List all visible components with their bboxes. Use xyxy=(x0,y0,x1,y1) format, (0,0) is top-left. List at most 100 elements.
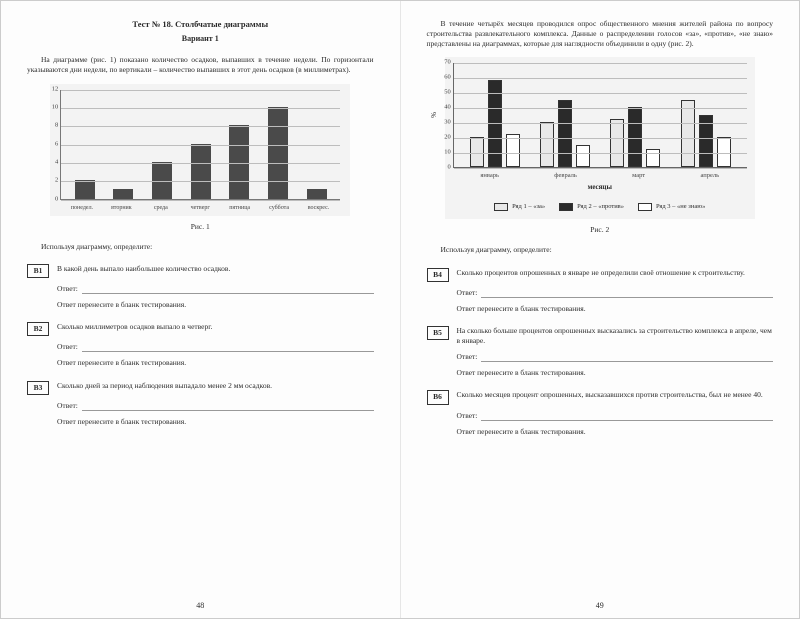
chart2-ytick: 20 xyxy=(444,134,451,143)
chart2: % 010203040506070 январьфевральмартапрел… xyxy=(445,57,755,219)
chart2-ytick: 0 xyxy=(448,164,451,173)
intro-right: В течение четырёх месяцев проводился опр… xyxy=(427,19,774,49)
answer-label: Ответ: xyxy=(457,352,478,362)
question-row: В2 Сколько миллиметров осадков выпало в ч… xyxy=(27,322,374,336)
pagenum-right: 49 xyxy=(401,601,800,612)
answer-line: Ответ: xyxy=(57,284,374,294)
chart2-xlabel: март xyxy=(632,172,645,181)
question-id-box: В2 xyxy=(27,322,49,336)
question-text: Сколько дней за период наблюдения выпада… xyxy=(57,381,374,391)
chart2-group xyxy=(681,100,731,168)
chart1-bar xyxy=(75,180,95,198)
legend-item: Ряд 1 – «за» xyxy=(494,203,545,212)
question-id-box: В3 xyxy=(27,381,49,395)
chart2-ytick: 10 xyxy=(444,149,451,158)
chart2-bar xyxy=(628,107,642,167)
chart1-bar xyxy=(191,144,211,199)
question-row: В6Сколько месяцев процент опрошенных, вы… xyxy=(427,390,774,404)
page-right: В течение четырёх месяцев проводился опр… xyxy=(401,1,800,618)
question-text: На сколько больше процентов опрошенных в… xyxy=(457,326,774,346)
chart1-bar xyxy=(113,189,133,198)
chart1-ytick: 0 xyxy=(55,195,58,204)
chart2-plot: % 010203040506070 xyxy=(453,63,747,168)
answer-rule[interactable] xyxy=(481,290,773,298)
chart1-bar xyxy=(229,125,249,198)
transfer-note: Ответ перенесите в бланк тестирования. xyxy=(457,368,774,378)
question-row: В3 Сколько дней за период наблюдения выпа… xyxy=(27,381,374,395)
chart2-group xyxy=(540,100,590,168)
legend-item: Ряд 3 – «не знаю» xyxy=(638,203,705,212)
chart1-caption: Рис. 1 xyxy=(27,222,374,232)
chart2-bar xyxy=(610,119,624,167)
legend-swatch xyxy=(494,203,508,211)
chart1-ytick: 2 xyxy=(55,177,58,186)
chart2-xlabel: январь xyxy=(480,172,499,181)
answer-rule[interactable] xyxy=(481,413,773,421)
instr-left: Используя диаграмму, определите: xyxy=(27,242,374,252)
question-id-box: В6 xyxy=(427,390,449,404)
transfer-note: Ответ перенесите в бланк тестирования. xyxy=(457,304,774,314)
legend-label: Ряд 1 – «за» xyxy=(512,203,545,212)
chart1: 024681012 понедел.вторниксредачетвергпят… xyxy=(50,84,350,216)
chart2-ytick: 50 xyxy=(444,89,451,98)
chart1-ytick: 12 xyxy=(52,85,59,94)
chart1-xlabel: суббота xyxy=(259,204,298,212)
answer-line: Ответ: xyxy=(57,401,374,411)
page-left: Тест № 18. Столбчатые диаграммы Вариант … xyxy=(1,1,401,618)
chart2-xlabel: апрель xyxy=(700,172,719,181)
transfer-note: Ответ перенесите в бланк тестирования. xyxy=(457,427,774,437)
chart2-bar xyxy=(717,137,731,167)
test-title: Тест № 18. Столбчатые диаграммы xyxy=(27,19,374,30)
question-id-box: В4 xyxy=(427,268,449,282)
answer-rule[interactable] xyxy=(82,403,374,411)
chart2-ytick: 40 xyxy=(444,104,451,113)
answer-line: Ответ: xyxy=(457,352,774,362)
variant-label: Вариант 1 xyxy=(27,34,374,45)
chart1-ytick: 8 xyxy=(55,122,58,131)
pagenum-left: 48 xyxy=(1,601,400,612)
question-text: Сколько миллиметров осадков выпало в чет… xyxy=(57,322,374,332)
chart2-ytick: 30 xyxy=(444,119,451,128)
chart1-xlabels: понедел.вторниксредачетвергпятницасуббот… xyxy=(60,204,340,212)
legend-item: Ряд 2 – «против» xyxy=(559,203,624,212)
transfer-note: Ответ перенесите в бланк тестирования. xyxy=(57,358,374,368)
chart2-legend: Ряд 1 – «за» Ряд 2 – «против» Ряд 3 – «не … xyxy=(453,199,747,216)
legend-swatch xyxy=(638,203,652,211)
chart2-ylabel: % xyxy=(430,112,439,118)
answer-rule[interactable] xyxy=(481,354,773,362)
chart1-xlabel: воскрес. xyxy=(299,204,338,212)
chart1-xlabel: понедел. xyxy=(62,204,101,212)
chart1-ytick: 6 xyxy=(55,140,58,149)
transfer-note: Ответ перенесите в бланк тестирования. xyxy=(57,417,374,427)
answer-label: Ответ: xyxy=(57,401,78,411)
book-spread: Тест № 18. Столбчатые диаграммы Вариант … xyxy=(0,0,800,619)
chart2-bar xyxy=(558,100,572,168)
answer-line: Ответ: xyxy=(457,288,774,298)
chart2-bar xyxy=(646,149,660,167)
answer-rule[interactable] xyxy=(82,344,374,352)
chart2-ytick: 70 xyxy=(444,59,451,68)
legend-label: Ряд 3 – «не знаю» xyxy=(656,203,705,212)
answer-label: Ответ: xyxy=(57,342,78,352)
question-text: Сколько процентов опрошенных в январе не… xyxy=(457,268,774,278)
chart2-xlabel-axis: месяцы xyxy=(453,183,747,192)
answer-rule[interactable] xyxy=(82,286,374,294)
chart2-xlabels: январьфевральмартапрель xyxy=(453,172,747,181)
chart1-xlabel: пятница xyxy=(220,204,259,212)
question-text: В какой день выпало наибольшее количеств… xyxy=(57,264,374,274)
chart2-bar xyxy=(576,145,590,168)
chart2-bar xyxy=(540,122,554,167)
answer-label: Ответ: xyxy=(57,284,78,294)
instr-right: Используя диаграмму, определите: xyxy=(427,245,774,255)
answer-label: Ответ: xyxy=(457,411,478,421)
chart2-caption: Рис. 2 xyxy=(427,225,774,235)
chart2-bar xyxy=(681,100,695,168)
chart1-ytick: 4 xyxy=(55,158,58,167)
question-id-box: В5 xyxy=(427,326,449,340)
answer-line: Ответ: xyxy=(57,342,374,352)
answer-line: Ответ: xyxy=(457,411,774,421)
chart1-xlabel: вторник xyxy=(102,204,141,212)
question-row: В4 Сколько процентов опрошенных в январе … xyxy=(427,268,774,282)
chart1-xlabel: среда xyxy=(141,204,180,212)
answer-label: Ответ: xyxy=(457,288,478,298)
